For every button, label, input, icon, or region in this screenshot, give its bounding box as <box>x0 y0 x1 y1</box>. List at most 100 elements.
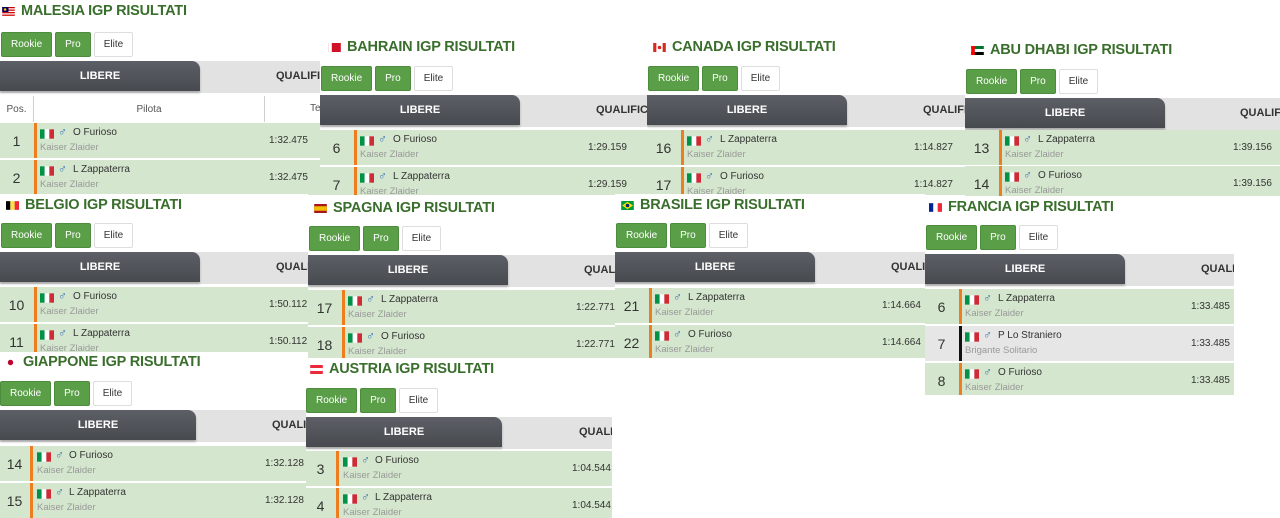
tab-libere[interactable]: LIBERE <box>306 417 502 447</box>
driver-name[interactable]: L Zappaterra <box>720 134 777 145</box>
driver-name[interactable]: O Furioso <box>375 455 419 466</box>
tab-elite[interactable]: Elite <box>1058 69 1099 94</box>
table-row[interactable]: 4 ♂ L Zappaterra Kaiser Zlaider 1:04.544 <box>306 488 612 518</box>
table-row[interactable]: 2 ♂ L Zappaterra Kaiser Zlaider 1:32.475 <box>0 160 320 195</box>
tab-rookie[interactable]: Rookie <box>306 388 358 413</box>
tab-pro[interactable]: Pro <box>55 32 91 57</box>
tab-libere[interactable]: LIBERE <box>0 252 200 282</box>
tab-pro[interactable]: Pro <box>363 226 399 251</box>
row-pos: 7 <box>937 335 946 352</box>
italy-flag-icon <box>360 136 374 146</box>
driver-name[interactable]: O Furioso <box>73 127 117 138</box>
driver-name[interactable]: O Furioso <box>1038 170 1082 181</box>
tab-pro[interactable]: Pro <box>702 66 738 91</box>
table-row[interactable]: 14 ♂ O Furioso Kaiser Zlaider 1:39.156 <box>965 166 1280 196</box>
tab-rookie[interactable]: Rookie <box>309 226 361 251</box>
tab-rookie[interactable]: Rookie <box>0 381 52 406</box>
tab-elite[interactable]: Elite <box>740 66 781 91</box>
tab-pro[interactable]: Pro <box>375 66 411 91</box>
tab-qualifica[interactable]: QUALIFI <box>891 261 925 273</box>
tab-pro[interactable]: Pro <box>55 223 91 248</box>
tab-libere[interactable]: LIBERE <box>965 98 1165 128</box>
category-tabs: Rookie Pro Elite <box>616 223 749 248</box>
driver-name[interactable]: L Zappaterra <box>393 171 450 182</box>
table-row[interactable]: 7 ♂ P Lo Straniero Brigante Solitario 1:… <box>925 326 1234 362</box>
table-row[interactable]: 1 ♂ O Furioso Kaiser Zlaider 1:32.475 <box>0 123 320 159</box>
tab-elite[interactable]: Elite <box>93 32 134 57</box>
table-row[interactable]: 13 ♂ L Zappaterra Kaiser Zlaider 1:39.15… <box>965 130 1280 166</box>
table-row[interactable]: 6 ♂ O Furioso Kaiser Zlaider 1:29.159 <box>320 130 647 166</box>
tab-elite[interactable]: Elite <box>708 223 749 248</box>
tab-pro[interactable]: Pro <box>1020 69 1056 94</box>
tab-qualifica[interactable]: QUALIFIC <box>1240 107 1280 119</box>
driver-name[interactable]: L Zappaterra <box>998 293 1055 304</box>
tab-pro[interactable]: Pro <box>54 381 90 406</box>
tab-qualifica[interactable]: QUALIFI <box>584 264 615 276</box>
driver-name[interactable]: P Lo Straniero <box>998 330 1062 341</box>
tab-qualifica[interactable]: QUALIFIC <box>276 70 320 82</box>
tab-libere[interactable]: LIBERE <box>320 95 520 125</box>
tab-qualifica[interactable]: QUALIF <box>579 426 612 438</box>
tab-libere[interactable]: LIBERE <box>0 61 200 91</box>
row-pos: 16 <box>655 139 672 156</box>
tab-pro[interactable]: Pro <box>980 225 1016 250</box>
tab-elite[interactable]: Elite <box>1018 225 1059 250</box>
driver-name[interactable]: O Furioso <box>998 367 1042 378</box>
driver-name[interactable]: L Zappaterra <box>381 294 438 305</box>
tab-libere[interactable]: LIBERE <box>308 255 508 285</box>
table-row[interactable]: 17 ♂ O Furioso Kaiser Zlaider 1:14.827 <box>647 167 965 195</box>
table-row[interactable]: 3 ♂ O Furioso Kaiser Zlaider 1:04.544 <box>306 451 612 487</box>
table-row[interactable]: 11 ♂ L Zappaterra Kaiser Zlaider 1:50.11… <box>0 324 308 352</box>
tab-qualifica[interactable]: QUALIFICA <box>596 104 647 116</box>
table-row[interactable]: 17 ♂ L Zappaterra Kaiser Zlaider 1:22.77… <box>308 290 615 326</box>
tab-qualifica[interactable]: QUALIFI <box>276 261 308 273</box>
table-row[interactable]: 6 ♂ L Zappaterra Kaiser Zlaider 1:33.485 <box>925 289 1234 325</box>
table-row[interactable]: 22 ♂ O Furioso Kaiser Zlaider 1:14.664 <box>615 325 925 358</box>
tab-elite[interactable]: Elite <box>401 226 442 251</box>
driver-name[interactable]: O Furioso <box>69 450 113 461</box>
driver-name[interactable]: L Zappaterra <box>69 487 126 498</box>
driver-name[interactable]: L Zappaterra <box>688 292 745 303</box>
table-row[interactable]: 18 ♂ O Furioso Kaiser Zlaider 1:22.771 <box>308 327 615 358</box>
team-color-bar <box>354 167 357 195</box>
italy-flag-icon <box>37 452 51 462</box>
tab-qualifica[interactable]: QUALIFI <box>1201 263 1234 275</box>
tab-pro[interactable]: Pro <box>360 388 396 413</box>
table-row[interactable]: 14 ♂ O Furioso Kaiser Zlaider 1:32.128 <box>0 446 306 482</box>
driver-name[interactable]: L Zappaterra <box>1038 134 1095 145</box>
table-row[interactable]: 16 ♂ L Zappaterra Kaiser Zlaider 1:14.82… <box>647 130 965 166</box>
tab-rookie[interactable]: Rookie <box>616 223 668 248</box>
table-row[interactable]: 10 ♂ O Furioso Kaiser Zlaider 1:50.112 <box>0 287 308 323</box>
tab-elite[interactable]: Elite <box>92 381 133 406</box>
table-row[interactable]: 15 ♂ L Zappaterra Kaiser Zlaider 1:32.12… <box>0 483 306 518</box>
panel-austria: AUSTRIA IGP RISULTATI Rookie Pro Elite L… <box>306 358 612 518</box>
tab-rookie[interactable]: Rookie <box>1 32 53 57</box>
tab-rookie[interactable]: Rookie <box>1 223 53 248</box>
tab-qualifica[interactable]: QUALIFIC <box>923 104 965 116</box>
team-name: Kaiser Zlaider <box>360 149 419 160</box>
driver-name[interactable]: O Furioso <box>381 331 425 342</box>
tab-pro[interactable]: Pro <box>670 223 706 248</box>
tab-rookie[interactable]: Rookie <box>926 225 978 250</box>
driver-name[interactable]: L Zappaterra <box>73 164 130 175</box>
tab-rookie[interactable]: Rookie <box>321 66 373 91</box>
tab-elite[interactable]: Elite <box>93 223 134 248</box>
tab-libere[interactable]: LIBERE <box>0 410 196 440</box>
table-row[interactable]: 21 ♂ L Zappaterra Kaiser Zlaider 1:14.66… <box>615 288 925 324</box>
tab-rookie[interactable]: Rookie <box>966 69 1018 94</box>
tab-qualifica[interactable]: QUALIF <box>272 419 306 431</box>
driver-name[interactable]: O Furioso <box>688 329 732 340</box>
driver-name[interactable]: O Furioso <box>73 291 117 302</box>
tab-libere[interactable]: LIBERE <box>925 254 1125 284</box>
table-row[interactable]: 7 ♂ L Zappaterra Kaiser Zlaider 1:29.159 <box>320 167 647 195</box>
driver-name[interactable]: L Zappaterra <box>73 328 130 339</box>
driver-name[interactable]: O Furioso <box>720 171 764 182</box>
tab-libere[interactable]: LIBERE <box>615 252 815 282</box>
table-row[interactable]: 8 ♂ O Furioso Kaiser Zlaider 1:33.485 <box>925 363 1234 395</box>
driver-name[interactable]: O Furioso <box>393 134 437 145</box>
tab-rookie[interactable]: Rookie <box>648 66 700 91</box>
tab-elite[interactable]: Elite <box>413 66 454 91</box>
tab-libere[interactable]: LIBERE <box>647 95 847 125</box>
driver-name[interactable]: L Zappaterra <box>375 492 432 503</box>
tab-elite[interactable]: Elite <box>398 388 439 413</box>
